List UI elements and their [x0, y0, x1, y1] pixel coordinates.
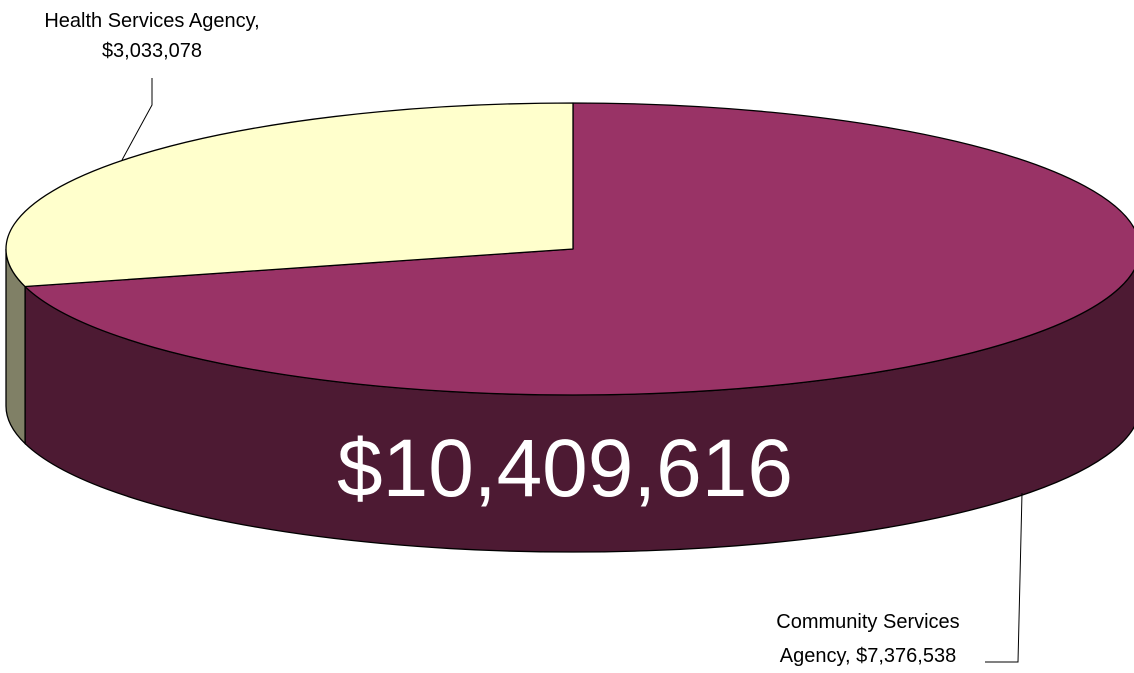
pie-slice-community-services-agency: [24, 102, 1134, 396]
leader-line-community-services-agency: [985, 492, 1023, 663]
data-label-line: Community Services: [776, 611, 959, 633]
data-label-line: Health Services Agency,: [44, 10, 259, 32]
data-label-line: Agency, $7,376,538: [780, 645, 956, 667]
data-label-community-services-agency: Community Services Agency, $7,376,538: [776, 611, 959, 667]
total-label: $10,409,616: [337, 423, 793, 514]
pie-slice-health-services-agency: [5, 102, 574, 288]
data-labels: Community Services Agency, $7,376,538 Heal…: [44, 10, 959, 667]
leader-line-health-services-agency: [121, 78, 153, 161]
data-label-health-services-agency: Health Services Agency, $3,033,078: [44, 10, 259, 62]
slices-layer: [5, 102, 1134, 553]
leader-lines: [121, 78, 1023, 663]
data-label-line: $3,033,078: [102, 40, 202, 62]
